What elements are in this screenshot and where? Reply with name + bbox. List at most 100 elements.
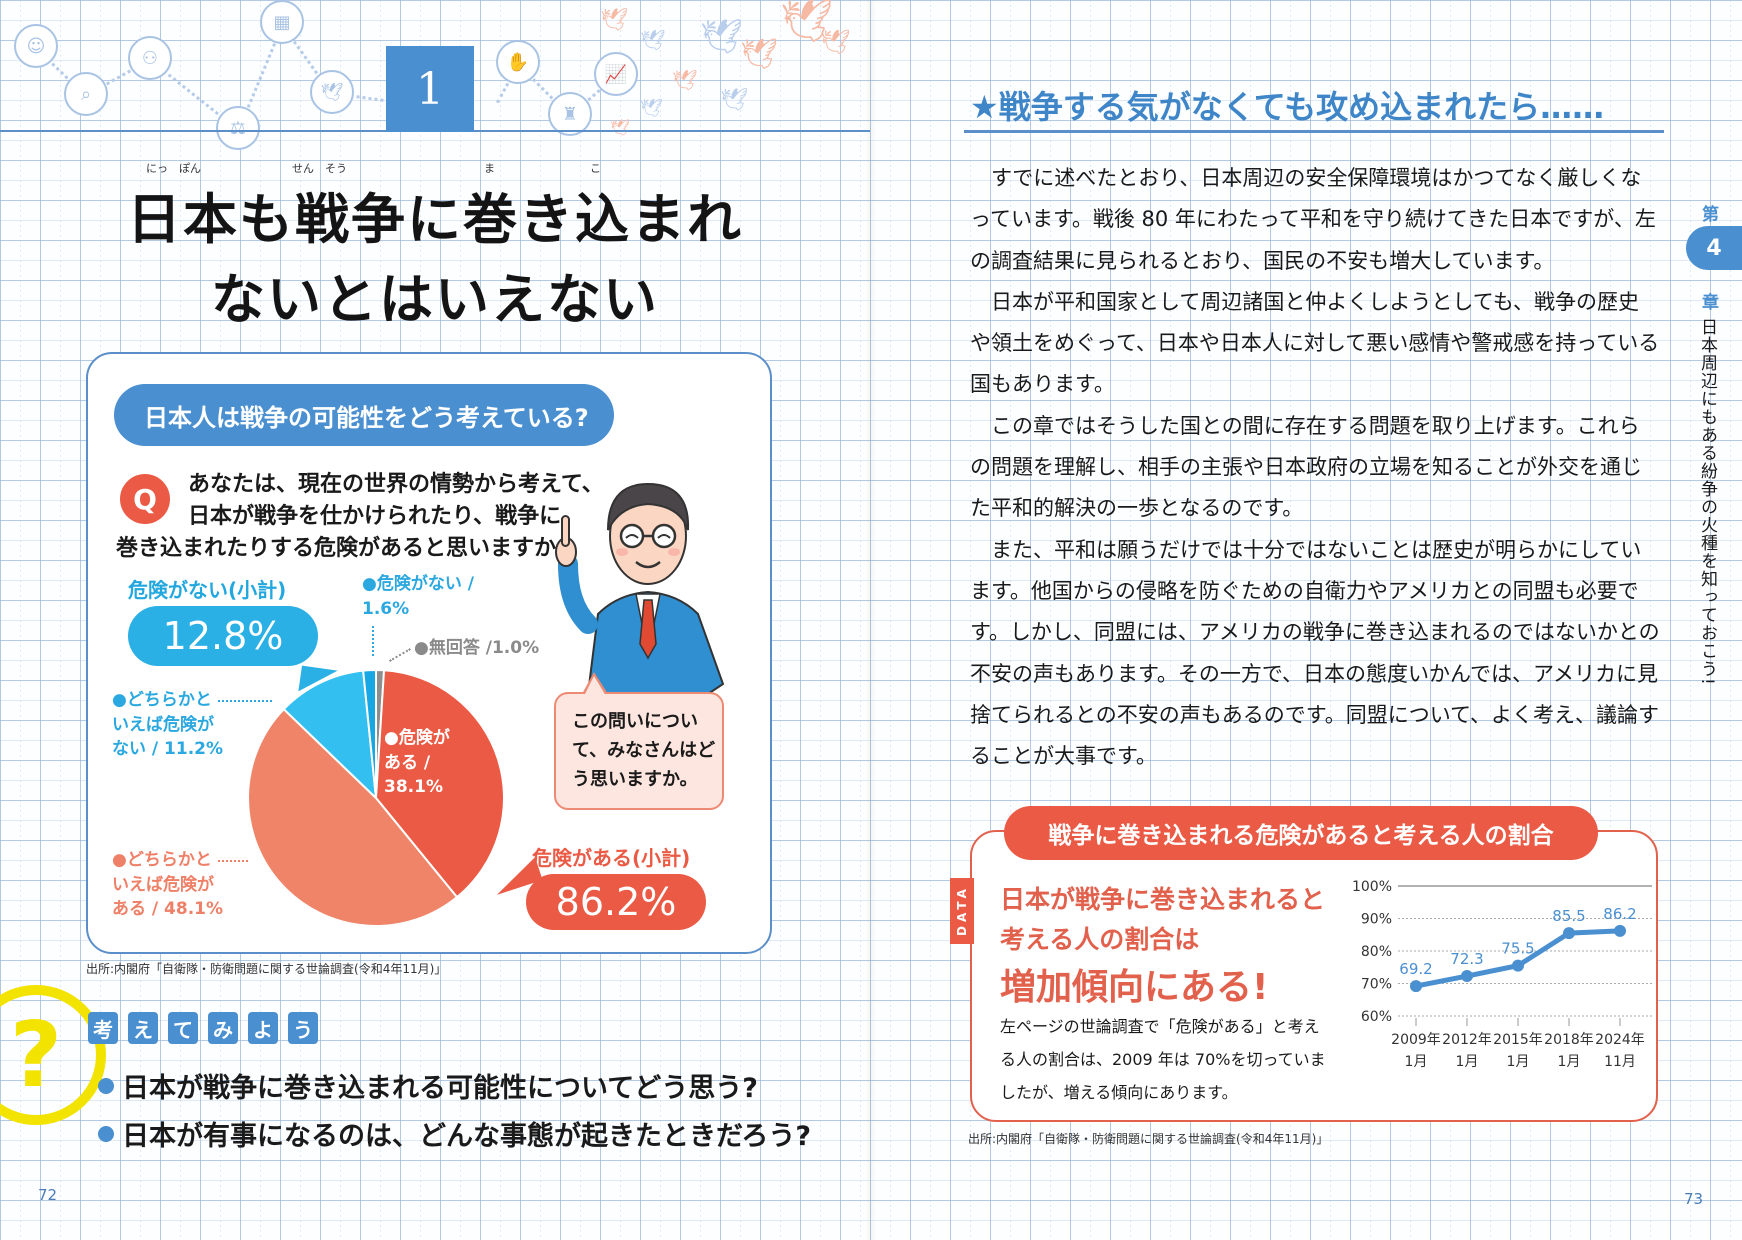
y-tick-label: 100% [1352, 879, 1392, 895]
question-badge: Q [120, 474, 170, 524]
page-number-right: 73 [1684, 1190, 1704, 1208]
think-tile: 考 [88, 1012, 118, 1044]
data-headline-1: 日本が戦争に巻き込まれると [1000, 885, 1326, 914]
data-headline-3: 増加傾向にある! [1000, 967, 1269, 1008]
chapter-prefix-label: 第 [1702, 205, 1719, 225]
survey-source: 出所:内閣府「自衛隊・防衛問題に関する世論調査(令和4年11月)」 [86, 962, 447, 976]
y-tick-label: 60% [1361, 1009, 1392, 1025]
legend-no-danger: ●危険がない / 1.6% [362, 574, 474, 619]
section-number-box: 1 [386, 46, 474, 132]
body-text: すでに述べたとおり、日本周辺の安全保障環境はかつてなく厳しくなっています。戦後 … [970, 158, 1660, 777]
ruby-sensou: せん そう [292, 162, 347, 175]
ruby-ko: こ [590, 162, 601, 175]
bird-icon: 🕊 [700, 17, 744, 57]
line-chart: 60% 70% 80% 90% 100% 69.2 2009年 1月 72.3 2012年 1月 75… [1352, 879, 1652, 1070]
pie-slice [362, 668, 377, 799]
leader-no-answer [389, 648, 411, 662]
data-label: 85.5 [1552, 907, 1585, 925]
no-danger-subtotal-value: 12.8% [128, 606, 318, 666]
survey-panel: 日本人は戦争の可能性をどう考えている? Q あなたは、現在の世界の情勢から考えて… [86, 352, 772, 954]
danger-subtotal-value: 86.2% [526, 874, 706, 930]
y-tick-label: 80% [1361, 944, 1392, 960]
x-tick-label: 1月 [1405, 1054, 1428, 1070]
legend-danger: ●危険が ある / 38.1% [384, 728, 450, 798]
bullet-icon [98, 1125, 114, 1142]
question-line-3: 巻き込まれたりする危険があると思いますか。 [116, 536, 578, 561]
think-question-1: 日本が戦争に巻き込まれる可能性についてどう思う? [98, 1066, 758, 1105]
section-title: ★戦争する気がなくても攻め込まれたら…… [970, 88, 1605, 126]
pie-slice [374, 669, 505, 899]
x-tick-label: 2015年 [1493, 1032, 1543, 1048]
page-number-left: 72 [38, 1186, 58, 1204]
chart-growth-icon: 📈 [594, 52, 638, 96]
bird-icon: 🕊 [610, 118, 631, 137]
castle-icon: ♜ [548, 92, 592, 136]
dove-icon: 🕊 [310, 70, 354, 114]
bullet-icon [98, 1077, 114, 1094]
bird-icon: 🕊 [672, 68, 698, 92]
data-tag: DATA [950, 878, 974, 944]
paragraph-4: また、平和は願うだけでは十分ではないことは歴史が明らかにしています。他国からの侵… [970, 537, 1660, 769]
data-description: 左ページの世論調査で「危険がある」と考える人の割合は、2009 年は 70%を切… [1000, 1017, 1326, 1102]
question-line-2: 日本が戦争を仕かけられたり、戦争に [188, 504, 562, 529]
legend-somewhat-no-danger: ●どちらかと いえば危険が ない / 11.2% [112, 690, 224, 760]
data-point [1410, 980, 1422, 993]
x-tick-label: 2024年 [1595, 1032, 1645, 1048]
x-tick-label: 11月 [1604, 1054, 1636, 1070]
ruby-ma: ま [484, 162, 495, 175]
x-tick-label: 2018年 [1544, 1032, 1594, 1048]
think-heading: 考えてみよう [88, 1012, 318, 1044]
ruby-nippon: にっ ぽん [146, 162, 201, 175]
pie-slice [247, 707, 459, 927]
paragraph-3: この章ではそうした国との間に存在する問題を取り上げます。これらの問題を理解し、相… [970, 413, 1642, 521]
data-label: 69.2 [1399, 960, 1432, 978]
bird-icon: 🕊 [740, 37, 779, 72]
x-tick-label: 1月 [1507, 1054, 1530, 1070]
y-tick-label: 90% [1361, 912, 1392, 928]
survey-header: 日本人は戦争の可能性をどう考えている? [114, 384, 614, 446]
leader-no-danger [372, 626, 374, 656]
x-tick-label: 1月 [1558, 1054, 1581, 1070]
think-tile: え [128, 1012, 158, 1044]
book-gutter [866, 0, 876, 1240]
section-rule [964, 130, 1664, 133]
bird-icon: 🕊 [640, 98, 663, 119]
data-point [1512, 959, 1524, 972]
chapter-suffix-label: 章 [1702, 293, 1719, 313]
data-label: 75.5 [1501, 940, 1534, 958]
think-tile: よ [248, 1012, 278, 1044]
page-title-line2: ないとはいえない [211, 268, 659, 331]
think-tile: み [208, 1012, 238, 1044]
page-title-line1: 日本も戦争に巻き込まれ [127, 188, 743, 251]
chapter-tab[interactable]: 4 [1686, 226, 1742, 270]
data-headline-2: 考える人の割合は [1000, 925, 1200, 954]
x-tick-label: 1月 [1456, 1054, 1479, 1070]
bird-icon: 🕊 [640, 28, 666, 52]
y-tick-label: 70% [1361, 977, 1392, 993]
raised-hands-icon: ✋ [496, 40, 540, 84]
leader-somewhat-danger [218, 860, 248, 862]
question-mark-icon: ? [0, 985, 106, 1125]
bird-icon: 🕊 [600, 8, 628, 33]
leader-somewhat-no-danger [218, 700, 272, 702]
group-icon: ☺ [14, 24, 58, 68]
question-line-1: あなたは、現在の世界の情勢から考えて、 [188, 472, 604, 497]
data-label: 72.3 [1450, 950, 1483, 968]
think-tile: う [288, 1012, 318, 1044]
no-danger-subtotal-label: 危険がない(小計) [128, 578, 287, 602]
bird-icon: 🕊 [820, 28, 851, 56]
chapter-title-vertical: 日本周辺にもある紛争の火種を知っておこう! [1697, 318, 1717, 686]
danger-subtotal-label: 危険がある(小計) [532, 846, 691, 870]
think-question-2: 日本が有事になるのは、どんな事態が起きたときだろう? [98, 1114, 811, 1153]
data-point [1563, 927, 1575, 940]
world-map-icon: ▦ [260, 0, 304, 44]
search-person-icon: ⌕ [64, 72, 108, 116]
data-source: 出所:内閣府「自衛隊・防衛問題に関する世論調査(令和4年11月)」 [968, 1132, 1329, 1146]
balance-icon: ⚖ [216, 106, 260, 150]
legend-no-answer: ●無回答 /1.0% [414, 638, 540, 658]
paragraph-1: すでに述べたとおり、日本周辺の安全保障環境はかつてなく厳しくなっています。戦後 … [970, 166, 1656, 273]
data-point [1461, 970, 1473, 983]
data-header: 戦争に巻き込まれる危険があると考える人の割合 [1004, 806, 1598, 860]
people-network-icon: ⚇ [128, 36, 172, 80]
bird-icon: 🕊 [780, 0, 834, 45]
